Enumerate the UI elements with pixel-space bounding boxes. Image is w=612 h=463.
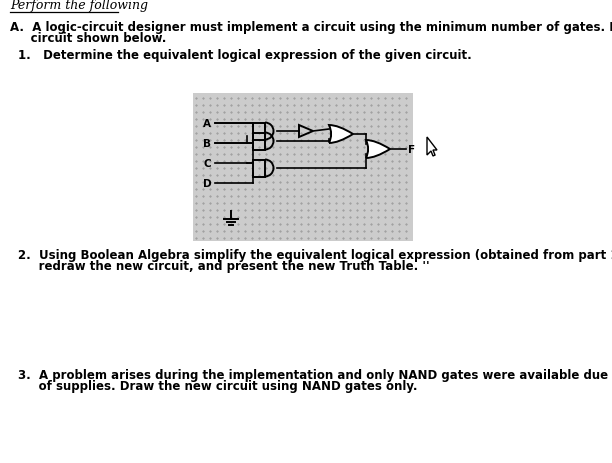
Text: 3.  A problem arises during the implementation and only NAND gates were availabl: 3. A problem arises during the implement…: [18, 368, 612, 381]
Text: of supplies. Draw the new circuit using NAND gates only.: of supplies. Draw the new circuit using …: [18, 379, 417, 392]
Text: 1.   Determine the equivalent logical expression of the given circuit.: 1. Determine the equivalent logical expr…: [18, 49, 472, 62]
Text: circuit shown below.: circuit shown below.: [10, 32, 166, 45]
FancyBboxPatch shape: [193, 94, 413, 242]
Text: redraw the new circuit, and present the new Truth Table. '': redraw the new circuit, and present the …: [18, 259, 430, 272]
Text: C: C: [203, 159, 211, 169]
PathPatch shape: [329, 126, 353, 144]
Text: 2.  Using Boolean Algebra simplify the equivalent logical expression (obtained f: 2. Using Boolean Algebra simplify the eq…: [18, 249, 612, 262]
Text: F: F: [408, 144, 415, 155]
Text: A: A: [203, 119, 211, 129]
Text: B: B: [203, 139, 211, 149]
Text: D: D: [203, 179, 211, 188]
PathPatch shape: [366, 141, 390, 159]
Text: A.  A logic-circuit designer must implement a circuit using the minimum number o: A. A logic-circuit designer must impleme…: [10, 21, 612, 34]
Text: Perform the following: Perform the following: [10, 0, 148, 12]
